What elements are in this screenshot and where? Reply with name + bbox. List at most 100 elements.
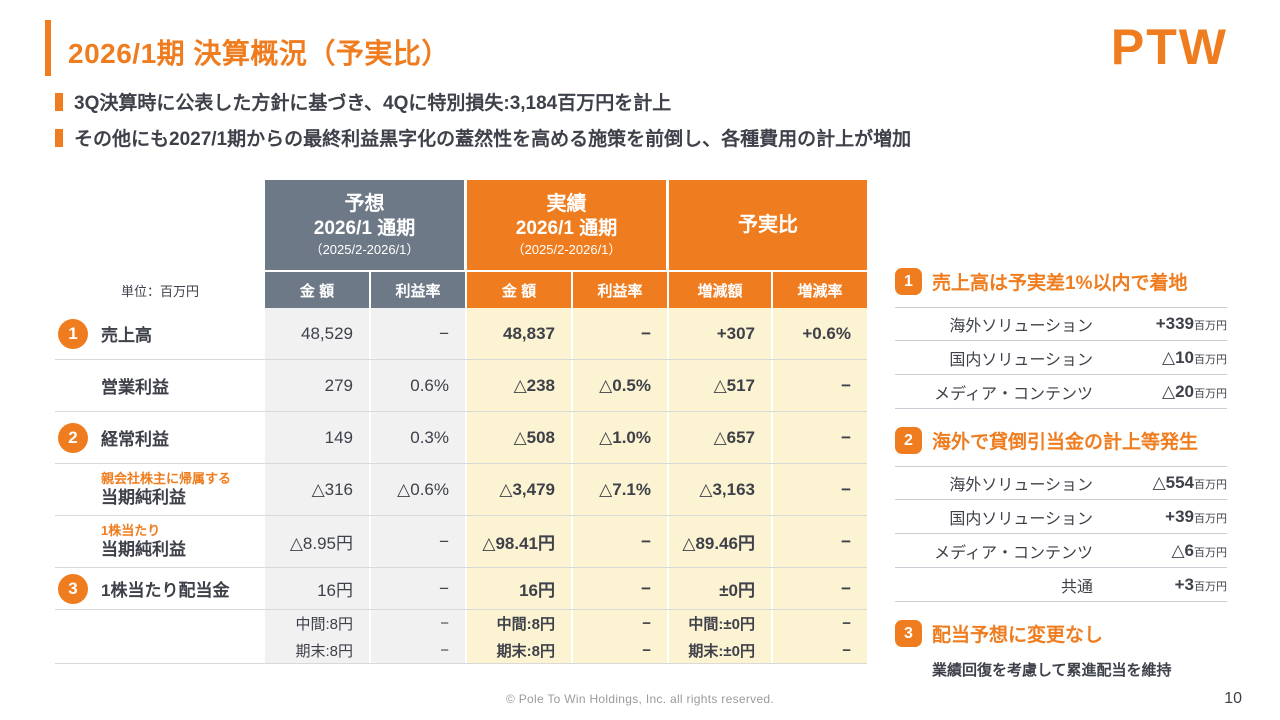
note-row: 国内ソリューション +39百万円 [895, 500, 1227, 534]
cell: 中間:±0円 [669, 610, 773, 637]
note-row: 海外ソリューション △554百万円 [895, 466, 1227, 500]
note-number-badge: 2 [895, 427, 922, 454]
cell: − [773, 412, 867, 463]
cell: +307 [669, 308, 773, 359]
row-label [55, 610, 265, 637]
notes-panel: 1 売上高は予実差1%以内で着地 海外ソリューション +339百万円 国内ソリュ… [895, 268, 1227, 680]
row-number-badge: 3 [58, 573, 88, 604]
summary-bullets: 3Q決算時に公表した方針に基づき、4Qに特別損失:3,184百万円を計上 その他… [55, 88, 911, 160]
cell: − [773, 610, 867, 637]
cell: 48,529 [265, 308, 371, 359]
cell: − [773, 568, 867, 609]
note-number-badge: 3 [895, 620, 922, 647]
note-title: 海外で貸倒引当金の計上等発生 [932, 432, 1199, 453]
bullet-marker-icon [55, 92, 63, 111]
cell: 中間:8円 [265, 610, 371, 637]
subheader-cell: 金 額 [467, 272, 573, 308]
subheader-cell: 金 額 [265, 272, 371, 308]
cell: △316 [265, 464, 371, 515]
table-row: 1 売上高 48,529 − 48,837 − +307 +0.6% [55, 308, 867, 360]
cell: △657 [669, 412, 773, 463]
row-label: 2 経常利益 [55, 412, 265, 463]
cell: △8.95円 [265, 516, 371, 567]
note-table: 海外ソリューション +339百万円 国内ソリューション △10百万円 メディア・… [895, 307, 1227, 409]
cell: 16円 [467, 568, 573, 609]
cell: 0.6% [371, 360, 467, 411]
row-label: 1 売上高 [55, 308, 265, 359]
cell: 48,837 [467, 308, 573, 359]
header-actual: 実績 2026/1 通期 （2025/2-2026/1） [467, 180, 669, 270]
table-row: 3 1株当たり配当金 16円 − 16円 − ±0円 − [55, 568, 867, 610]
note-row: メディア・コンテンツ △20百万円 [895, 375, 1227, 409]
cell: − [773, 637, 867, 663]
table-row: 期末:8円 − 期末:8円 − 期末:±0円 − [55, 637, 867, 664]
page-number: 10 [1224, 690, 1242, 707]
bullet-text: その他にも2027/1期からの最終利益黒字化の蓋然性を高める施策を前倒し、各種費… [74, 129, 912, 150]
results-table: 予想 2026/1 通期 （2025/2-2026/1） 実績 2026/1 通… [55, 180, 867, 664]
header-spacer [55, 180, 265, 270]
cell: 期末:8円 [265, 637, 371, 663]
note-heading: 1 売上高は予実差1%以内で着地 [895, 268, 1227, 295]
row-number-badge: 1 [58, 318, 88, 349]
table-row: 営業利益 279 0.6% △238 △0.5% △517 − [55, 360, 867, 412]
cell: − [573, 516, 669, 567]
row-label [55, 637, 265, 663]
bullet-text: 3Q決算時に公表した方針に基づき、4Qに特別損失:3,184百万円を計上 [74, 93, 672, 114]
subheader-cell: 利益率 [371, 272, 467, 308]
cell: 149 [265, 412, 371, 463]
cell: 中間:8円 [467, 610, 573, 637]
cell: △517 [669, 360, 773, 411]
note-row: メディア・コンテンツ △6百万円 [895, 534, 1227, 568]
cell: △89.46円 [669, 516, 773, 567]
note-title: 配当予想に変更なし [932, 625, 1104, 646]
cell: △3,163 [669, 464, 773, 515]
bullet-marker-icon [55, 128, 63, 147]
cell: 279 [265, 360, 371, 411]
cell: − [773, 464, 867, 515]
header-forecast: 予想 2026/1 通期 （2025/2-2026/1） [265, 180, 467, 270]
table-row: 中間:8円 − 中間:8円 − 中間:±0円 − [55, 610, 867, 637]
bullet-point: 3Q決算時に公表した方針に基づき、4Qに特別損失:3,184百万円を計上 [55, 88, 911, 115]
cell: − [773, 516, 867, 567]
cell: − [573, 308, 669, 359]
table-row: 1株当たり 当期純利益 △8.95円 − △98.41円 − △89.46円 − [55, 516, 867, 568]
cell: − [371, 516, 467, 567]
cell: − [573, 568, 669, 609]
cell: − [371, 308, 467, 359]
note-row: 国内ソリューション △10百万円 [895, 341, 1227, 375]
note-number-badge: 1 [895, 268, 922, 295]
table-row: 親会社株主に帰属する 当期純利益 △316 △0.6% △3,479 △7.1%… [55, 464, 867, 516]
cell: − [371, 568, 467, 609]
cell: − [371, 610, 467, 637]
cell: △0.6% [371, 464, 467, 515]
cell: △98.41円 [467, 516, 573, 567]
cell: ±0円 [669, 568, 773, 609]
cell: 16円 [265, 568, 371, 609]
note-text: 業績回復を考慮して累進配当を維持 [932, 662, 1172, 679]
cell: +0.6% [773, 308, 867, 359]
row-number-badge: 2 [58, 422, 88, 453]
cell: △508 [467, 412, 573, 463]
row-label: 親会社株主に帰属する 当期純利益 [101, 470, 232, 507]
cell: − [371, 637, 467, 663]
note-table: 海外ソリューション △554百万円 国内ソリューション +39百万円 メディア・… [895, 466, 1227, 602]
row-label: 1株当たり 当期純利益 [101, 522, 186, 559]
cell: − [573, 610, 669, 637]
unit-label: 単位：百万円 [120, 283, 199, 299]
note-heading: 3 配当予想に変更なし [895, 620, 1227, 647]
header-comparison: 予実比 [669, 180, 867, 270]
cell: 期末:±0円 [669, 637, 773, 663]
page-title: 2026/1期 決算概況（予実比） [68, 38, 450, 69]
note-heading: 2 海外で貸倒引当金の計上等発生 [895, 427, 1227, 454]
cell: △238 [467, 360, 573, 411]
cell: − [773, 360, 867, 411]
cell: △7.1% [573, 464, 669, 515]
table-header: 予想 2026/1 通期 （2025/2-2026/1） 実績 2026/1 通… [55, 180, 867, 270]
row-label: 営業利益 [101, 378, 169, 397]
title-accent-bar [45, 20, 51, 76]
ptw-logo: PTW [1110, 19, 1228, 75]
cell: △3,479 [467, 464, 573, 515]
bullet-point: その他にも2027/1期からの最終利益黒字化の蓋然性を高める施策を前倒し、各種費… [55, 124, 911, 151]
cell: △1.0% [573, 412, 669, 463]
